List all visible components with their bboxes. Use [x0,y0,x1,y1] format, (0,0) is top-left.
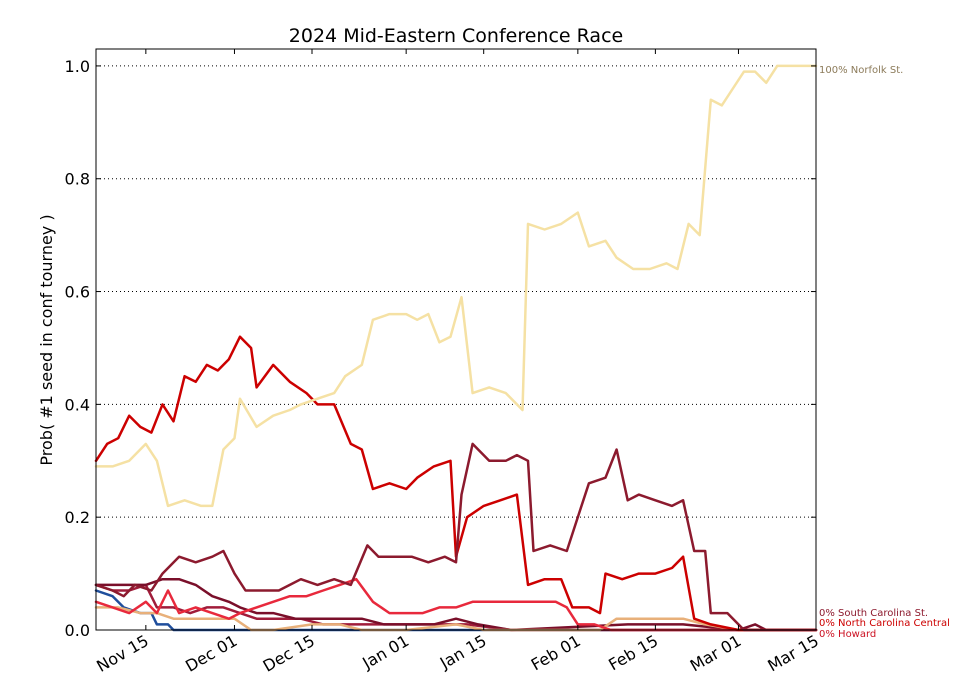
x-tick-label: Feb 01 [528,631,584,674]
x-tick-label: Mar 01 [687,631,745,675]
x-tick-label: Jan 01 [358,631,412,673]
y-tick-label: 0.0 [65,621,90,640]
series-line-north-carolina-central [94,335,818,632]
series-line-norfolk-st [94,64,818,508]
plot-frame [95,48,817,631]
series-line-south-carolina-st [94,442,818,632]
y-tick-label: 0.8 [65,170,90,189]
chart-title: 2024 Mid-Eastern Conference Race [289,25,623,47]
series-end-label: 100% Norfolk St. [819,65,903,76]
series-end-label: 0% South Carolina St. [819,608,928,619]
y-axis-ticks: 0.0 0.2 0.4 0.6 0.8 1.0 [65,57,816,640]
x-axis-ticks: Nov 15 Dec 01 Dec 15 Jan 01 Jan 15 Feb 01 Feb … [93,49,822,676]
x-tick-label: Mar 15 [764,631,822,675]
y-tick-label: 1.0 [65,57,90,76]
y-tick-label: 0.2 [65,508,90,527]
x-tick-label: Jan 15 [436,631,490,673]
gridlines [96,65,816,518]
y-axis-label: Prob( #1 seed in conf tourney ) [37,214,56,465]
y-tick-label: 0.4 [65,395,90,414]
y-tick-label: 0.6 [65,283,90,302]
series-line-maryland-eastern-shore [94,577,818,632]
x-tick-label: Dec 01 [182,631,240,676]
series-lines [94,64,818,632]
series-end-labels: 100% Norfolk St.0% South Carolina St.0% … [819,65,950,640]
series-end-label: 0% Howard [819,629,876,640]
series-line-howard [94,577,818,632]
series-line-morgan-st [94,606,818,632]
series-end-label: 0% North Carolina Central [819,618,950,629]
x-tick-label: Dec 15 [260,631,318,676]
x-tick-label: Feb 15 [605,631,661,674]
x-tick-label: Nov 15 [93,631,152,676]
